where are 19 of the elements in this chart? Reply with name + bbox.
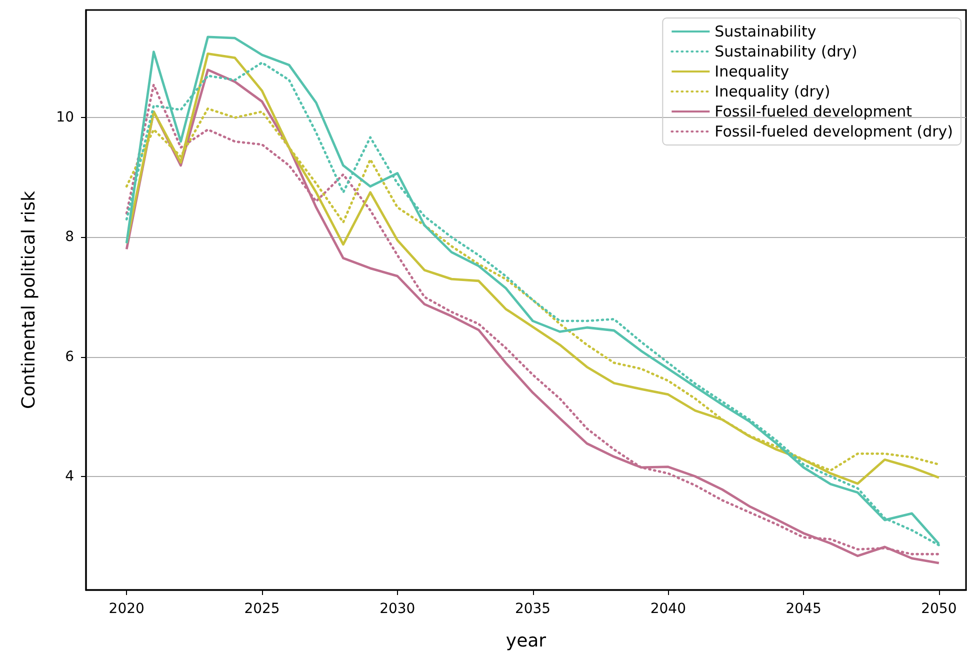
y-axis-title: Continental political risk <box>18 190 40 410</box>
x-tick-label: 2040 <box>650 601 686 617</box>
legend-label: Inequality <box>714 62 790 80</box>
legend-label: Fossil-fueled development (dry) <box>714 122 954 140</box>
legend-label: Sustainability <box>714 22 816 40</box>
x-tick-label: 2030 <box>380 601 416 617</box>
x-tick-label: 2050 <box>921 601 957 617</box>
legend-label: Fossil-fueled development <box>714 102 912 120</box>
legend-label: Sustainability (dry) <box>714 42 858 60</box>
x-tick-label: 2020 <box>108 601 144 617</box>
y-tick-label: 8 <box>65 229 74 246</box>
x-axis-title: year <box>506 630 547 652</box>
x-tick-label: 2025 <box>244 601 280 617</box>
y-tick-label: 10 <box>56 110 74 126</box>
x-tick-label: 2035 <box>514 601 551 617</box>
y-tick-label: 6 <box>65 348 74 365</box>
x-tick-label: 2045 <box>786 601 822 617</box>
y-tick-label: 4 <box>65 468 74 484</box>
legend-label: Inequality (dry) <box>714 82 830 100</box>
